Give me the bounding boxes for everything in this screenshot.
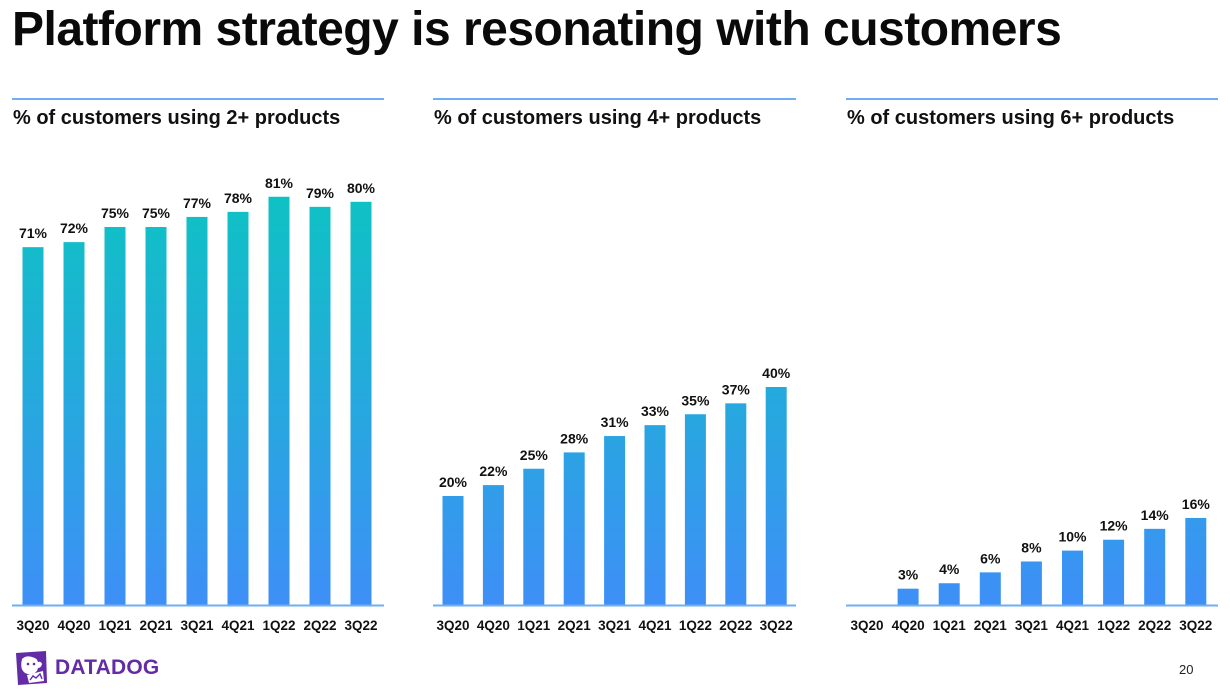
bar-3Q21 <box>186 216 208 606</box>
data-label: 37% <box>722 381 751 397</box>
data-label: 22% <box>479 463 508 479</box>
bar-1Q21 <box>938 583 960 605</box>
bar-3Q22 <box>350 201 372 606</box>
x-tick-label: 2Q22 <box>1138 618 1171 633</box>
bar-4Q21 <box>1062 550 1083 605</box>
x-tick-label: 3Q20 <box>16 618 49 633</box>
bar-4Q20 <box>63 242 85 605</box>
x-tick-label: 4Q20 <box>57 618 90 633</box>
data-label: 77% <box>183 195 212 211</box>
data-label: 6% <box>980 550 1001 566</box>
bar-2Q22 <box>725 403 747 605</box>
chart-1: 71% 3Q20 72% 4Q20 75% 1Q21 75% 2Q21 77% 3Q21 78% 4Q… <box>12 175 384 633</box>
bar-1Q22 <box>268 196 290 605</box>
x-tick-label: 3Q22 <box>760 618 793 633</box>
datadog-logo: DATADOG <box>13 650 159 686</box>
panel-divider <box>12 98 384 100</box>
data-label: 80% <box>347 180 376 196</box>
bar-2Q21 <box>145 227 167 605</box>
data-label: 35% <box>681 392 710 408</box>
x-tick-label: 3Q21 <box>598 618 632 633</box>
x-tick-label: 3Q22 <box>344 618 377 633</box>
bar-1Q21 <box>523 468 545 605</box>
x-tick-label: 1Q21 <box>933 618 967 633</box>
bar-3Q21 <box>604 436 626 605</box>
bar-4Q20 <box>897 588 919 605</box>
chart-title: % of customers using 4+ products <box>434 107 762 129</box>
chart-3: 3Q20 3% 4Q20 4% 1Q21 6% 2Q21 8% 3Q21 10% 4Q21 12% 1Q… <box>846 496 1218 633</box>
x-tick-label: 4Q21 <box>1056 618 1090 633</box>
data-label: 31% <box>601 414 630 430</box>
x-tick-label: 1Q22 <box>679 618 712 633</box>
data-label: 81% <box>265 175 294 191</box>
data-label: 33% <box>641 403 670 419</box>
data-label: 75% <box>142 205 171 221</box>
bar-3Q21 <box>1020 561 1042 605</box>
datadog-dog-icon <box>16 651 47 685</box>
x-tick-label: 2Q21 <box>974 618 1008 633</box>
x-tick-label: 4Q21 <box>221 618 255 633</box>
x-tick-label: 3Q20 <box>850 618 883 633</box>
panel-divider <box>433 98 796 100</box>
x-tick-label: 2Q22 <box>719 618 752 633</box>
page-number: 20 <box>1179 662 1194 677</box>
bar-3Q22 <box>765 387 787 605</box>
bar-2Q21 <box>563 452 585 605</box>
data-label: 12% <box>1100 518 1129 534</box>
x-tick-label: 4Q20 <box>477 618 510 633</box>
data-label: 79% <box>306 185 335 201</box>
bar-1Q22 <box>1103 539 1125 605</box>
data-label: 40% <box>762 365 791 381</box>
data-label: 8% <box>1021 539 1042 555</box>
data-label: 25% <box>520 447 549 463</box>
bar-2Q22 <box>1144 528 1166 605</box>
bar-4Q21 <box>644 425 666 605</box>
panel-divider <box>846 98 1218 100</box>
bar-3Q20 <box>22 247 44 605</box>
bar-4Q20 <box>482 485 504 605</box>
x-tick-label: 3Q21 <box>180 618 214 633</box>
x-tick-label: 1Q22 <box>1097 618 1130 633</box>
x-tick-label: 3Q22 <box>1179 618 1212 633</box>
data-label: 4% <box>939 561 960 577</box>
data-label: 71% <box>19 225 48 241</box>
x-tick-label: 4Q21 <box>638 618 672 633</box>
slide-title: Platform strategy is resonating with cus… <box>12 3 1062 56</box>
x-tick-label: 3Q20 <box>436 618 469 633</box>
chart-title: % of customers using 6+ products <box>847 107 1175 129</box>
bar-4Q21 <box>227 211 249 605</box>
bar-1Q21 <box>104 227 126 605</box>
x-tick-label: 2Q21 <box>558 618 592 633</box>
bar-2Q21 <box>979 572 1001 605</box>
x-tick-label: 3Q21 <box>1015 618 1049 633</box>
x-tick-label: 1Q21 <box>98 618 132 633</box>
data-label: 20% <box>439 474 468 490</box>
x-tick-label: 1Q21 <box>517 618 551 633</box>
data-label: 72% <box>60 220 89 236</box>
data-label: 75% <box>101 205 130 221</box>
x-tick-label: 2Q21 <box>139 618 173 633</box>
data-label: 16% <box>1182 496 1211 512</box>
data-label: 28% <box>560 430 589 446</box>
bar-3Q22 <box>1185 517 1207 605</box>
x-tick-label: 1Q22 <box>262 618 295 633</box>
x-tick-label: 2Q22 <box>303 618 336 633</box>
bar-2Q22 <box>309 206 331 605</box>
data-label: 3% <box>898 567 919 583</box>
x-tick-label: 4Q20 <box>892 618 925 633</box>
chart-2: 20% 3Q20 22% 4Q20 25% 1Q21 28% 2Q21 31% 3Q21 33% 4Q… <box>433 365 796 633</box>
logo-wordmark: DATADOG <box>55 656 160 679</box>
data-label: 78% <box>224 190 253 206</box>
data-label: 14% <box>1141 507 1170 523</box>
bar-3Q20 <box>442 496 464 605</box>
bar-1Q22 <box>684 414 706 605</box>
data-label: 10% <box>1058 529 1087 545</box>
chart-title: % of customers using 2+ products <box>13 107 341 129</box>
